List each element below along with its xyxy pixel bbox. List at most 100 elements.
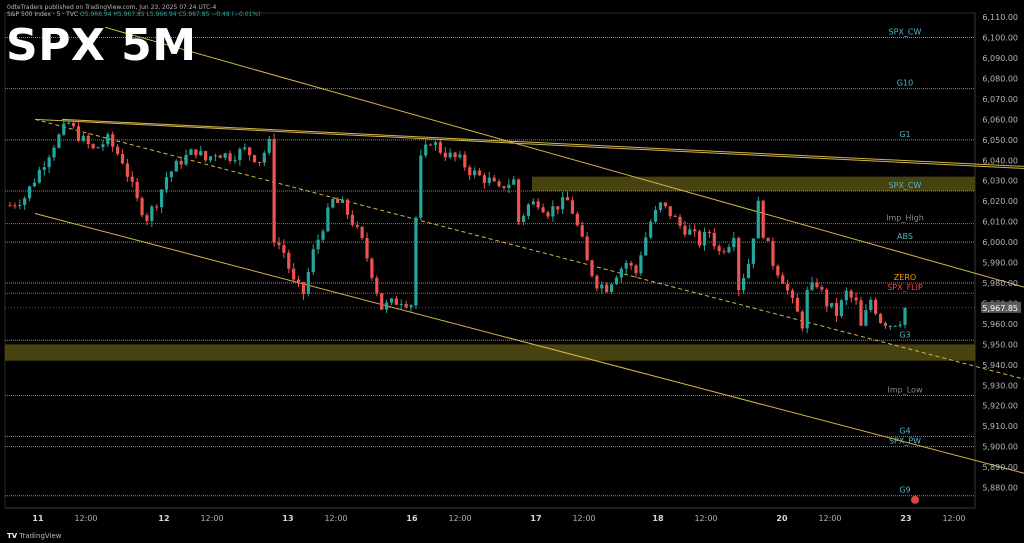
candle-body	[345, 199, 350, 215]
candle-body	[414, 217, 418, 306]
candle-body	[27, 186, 32, 199]
grid	[4, 12, 976, 509]
candle-body	[737, 237, 741, 291]
candle-body	[624, 263, 628, 269]
candle-body	[649, 221, 653, 238]
candle-body	[849, 290, 853, 298]
candle-body	[37, 169, 41, 183]
candle-body	[101, 144, 105, 148]
candle-body	[62, 123, 66, 135]
candle-body	[91, 144, 95, 149]
candle-body	[536, 201, 540, 208]
y-tick-label: 6,110.00	[982, 13, 1018, 22]
y-tick-label: 5,920.00	[982, 402, 1018, 411]
level-label: SPX_CW	[889, 181, 922, 190]
zones	[5, 176, 975, 361]
y-tick-label: 6,020.00	[982, 197, 1018, 206]
candle-body	[120, 154, 125, 164]
candle-body	[526, 204, 531, 216]
candle-body	[521, 215, 526, 223]
tradingview-logo-icon: TV	[7, 532, 18, 540]
candle-body	[86, 135, 90, 145]
x-tick-label: 18	[652, 514, 664, 523]
candle-body	[463, 154, 467, 168]
candle-body	[644, 237, 648, 256]
x-tick-label: 12:00	[74, 514, 97, 523]
y-tick-label: 5,990.00	[982, 259, 1018, 268]
candle-body	[766, 237, 770, 242]
candle-body	[145, 215, 149, 222]
candle-body	[8, 205, 12, 207]
candle-body	[844, 290, 848, 301]
x-tick-label: 12	[158, 514, 169, 523]
candle-body	[609, 284, 614, 293]
candle-body	[756, 200, 760, 239]
candle-body	[492, 177, 496, 182]
candle-body	[585, 236, 589, 261]
y-tick-label: 5,890.00	[982, 463, 1018, 472]
candle-body	[658, 202, 663, 211]
candle-body	[595, 275, 599, 289]
candle-body	[32, 182, 37, 187]
candle-body	[746, 263, 751, 279]
candle-body	[223, 153, 227, 158]
x-tick-label: 11	[32, 514, 44, 523]
y-tick-label: 5,880.00	[982, 484, 1018, 493]
chart-title: SPX 5M	[6, 20, 197, 71]
candle-body	[693, 229, 697, 232]
candle-body	[790, 290, 795, 298]
candle-body	[47, 157, 51, 168]
candle-body	[355, 224, 359, 227]
last-price-label: 5,967.85	[982, 304, 1018, 313]
candle-body	[477, 170, 482, 176]
brand-label: TradingView	[19, 532, 62, 540]
candle-body	[742, 278, 746, 291]
candle-body	[786, 283, 790, 291]
candle-body	[135, 181, 139, 199]
candle-body	[287, 252, 291, 269]
candle-body	[639, 255, 643, 274]
ohlc-line: S&P 500 Index · 5 · TVC O5,966.94 H5,967…	[7, 11, 260, 18]
trend-line	[104, 26, 1024, 288]
y-tick-label: 6,010.00	[982, 218, 1018, 227]
candle-body	[365, 238, 369, 259]
candles	[8, 120, 907, 334]
candle-body	[424, 144, 428, 156]
candle-body	[213, 155, 218, 157]
candle-body	[903, 307, 907, 325]
candle-body	[160, 189, 164, 208]
candle-body	[453, 152, 457, 158]
candle-body	[673, 216, 677, 218]
x-tick-label: 23	[900, 514, 911, 523]
candle-body	[389, 298, 394, 303]
level-label: G9	[899, 486, 910, 495]
candle-body	[184, 154, 188, 165]
candle-body	[565, 197, 570, 201]
candle-body	[282, 245, 286, 253]
y-tick-label: 5,930.00	[982, 381, 1018, 390]
candle-body	[810, 282, 814, 291]
candle-body	[316, 239, 320, 250]
candle-body	[189, 149, 193, 155]
x-tick-label: 12:00	[694, 514, 717, 523]
x-tick-label: 17	[530, 514, 541, 523]
candle-body	[321, 231, 325, 240]
candle-body	[634, 265, 638, 274]
candle-body	[487, 177, 491, 184]
candle-body	[683, 225, 687, 235]
candle-body	[380, 293, 384, 310]
x-tick-label: 12:00	[818, 514, 841, 523]
candle-body	[140, 198, 144, 216]
candle-body	[707, 231, 711, 233]
zone-box	[532, 176, 975, 191]
y-tick-label: 5,900.00	[982, 443, 1018, 452]
candle-body	[668, 206, 672, 217]
candle-body	[869, 299, 873, 311]
level-label: SPX_PW	[889, 437, 921, 446]
ohlc-values: O5,966.94 H5,967.85 L5,966.94 C5,967.85 …	[80, 11, 261, 18]
candle-body	[150, 206, 154, 222]
y-tick-label: 5,960.00	[982, 320, 1018, 329]
level-label: ZERO	[894, 273, 916, 282]
candle-body	[805, 290, 809, 329]
